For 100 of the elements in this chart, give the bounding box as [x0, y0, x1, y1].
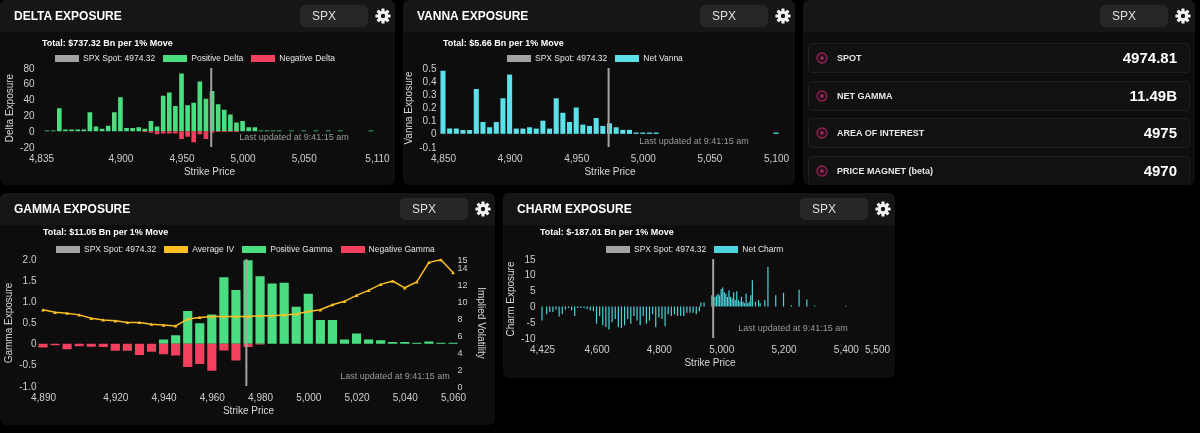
- x-tick-label: 4,920: [103, 391, 129, 403]
- text: 4975: [1143, 124, 1177, 141]
- x-tick-label: 5,020: [344, 391, 370, 403]
- text: 4974.81: [1122, 49, 1177, 66]
- x-tick-label: 4,600: [584, 343, 610, 355]
- annotation: Last updated at 9:41:15 am: [738, 322, 848, 334]
- point: [101, 318, 106, 322]
- x-tick-label: 5,000: [296, 391, 322, 403]
- point: [185, 317, 190, 321]
- bar: [327, 319, 337, 344]
- bar: [86, 343, 96, 347]
- point: [65, 311, 69, 315]
- chart-subtitle: Total: $737.32 Bn per 1% Move: [42, 37, 173, 49]
- bar: [586, 125, 593, 134]
- y-tick-label: 5: [529, 285, 536, 297]
- bar: [351, 333, 362, 344]
- y-tick-label: 0.5: [422, 62, 437, 74]
- legend-label: Positive Delta: [191, 53, 244, 63]
- point: [378, 282, 383, 287]
- x-tick-label: 5,500: [864, 343, 891, 355]
- x-tick-label: 5,050: [291, 152, 318, 164]
- y-tick-label: 60: [23, 78, 35, 90]
- point: [197, 315, 202, 320]
- y-tick-label: 0.3: [422, 88, 437, 100]
- y-tick-label: -5: [526, 316, 536, 328]
- chart-subtitle: Total: $11.05 Bn per 1% Move: [43, 226, 169, 238]
- bar: [195, 323, 205, 344]
- y-axis-title: Charm Exposure: [505, 261, 517, 337]
- point: [53, 310, 57, 314]
- x-tick-label: 4,900: [108, 152, 134, 164]
- bar: [159, 339, 169, 344]
- y-tick-label: -20: [20, 141, 35, 153]
- y2-axis-title: Implied Volatility: [475, 287, 487, 359]
- y-tick-label: 15: [524, 253, 536, 265]
- x-tick-label: 5,110: [365, 152, 391, 164]
- x-tick-label: 4,425: [529, 343, 556, 355]
- bar: [159, 343, 169, 355]
- y-tick-label: 0.1: [422, 115, 437, 127]
- y-tick-label: 80: [23, 62, 35, 74]
- y2-tick-label: 14: [457, 262, 468, 273]
- x-tick-label: 5,200: [771, 343, 797, 355]
- bar: [219, 277, 229, 344]
- bar: [424, 341, 434, 344]
- legend-label: Positive Gamma: [270, 244, 333, 254]
- x-tick-label: 5,400: [833, 343, 860, 355]
- y-tick-label: 1.5: [22, 274, 37, 286]
- point: [306, 309, 311, 314]
- x-tick-label: 4,835: [28, 152, 55, 164]
- x-tick-label: 4,800: [646, 343, 673, 355]
- point: [209, 314, 214, 319]
- point: [342, 299, 347, 303]
- y-axis-title: Gamma Exposure: [3, 282, 15, 364]
- dropdown-field: SPX: [1100, 5, 1168, 27]
- y-tick-label: 0.2: [422, 102, 437, 113]
- bar: [183, 343, 193, 367]
- x-tick-label: 4,940: [151, 391, 178, 403]
- y-tick-label: 0: [28, 125, 35, 137]
- y-tick-label: -0.5: [19, 359, 37, 371]
- x-tick-label: 5,040: [392, 391, 419, 403]
- x-axis-title: Strike Price: [183, 165, 236, 177]
- legend-label: Average IV: [192, 244, 235, 254]
- bar: [315, 319, 325, 344]
- bar: [146, 343, 157, 352]
- category-label: AREA OF INTEREST: [837, 128, 925, 139]
- bar: [122, 343, 132, 351]
- dropdown-field: SPX: [800, 198, 868, 220]
- bar: [110, 343, 120, 351]
- point: [125, 320, 130, 325]
- bar: [93, 126, 99, 132]
- x-axis-title: Strike Price: [684, 356, 736, 368]
- bar: [171, 335, 181, 344]
- bar: [267, 283, 277, 344]
- bar: [567, 121, 573, 134]
- point: [161, 323, 166, 327]
- x-tick-label: 4,980: [248, 391, 274, 403]
- y-tick-label: 20: [23, 109, 35, 121]
- legend-label: SPX Spot: 4974.32: [535, 53, 608, 63]
- point: [390, 279, 395, 283]
- dropdown-field: SPX: [400, 198, 468, 220]
- legend-label: Negative Gamma: [368, 244, 435, 254]
- legend-label: Net Charm: [742, 244, 784, 254]
- y2-tick-label: 12: [457, 279, 468, 290]
- x-tick-label: 5,000: [709, 343, 735, 355]
- bar: [255, 276, 265, 344]
- y-tick-label: -0.1: [419, 141, 437, 153]
- bar: [303, 293, 313, 344]
- bar: [171, 343, 181, 356]
- x-tick-label: 4,900: [497, 152, 524, 164]
- category-label: SPOT: [837, 53, 862, 64]
- x-tick-label: 5,000: [630, 152, 657, 164]
- x-tick-label: 4,960: [199, 391, 226, 403]
- y-tick-label: 0: [30, 338, 37, 350]
- y2-tick-label: 8: [457, 313, 463, 324]
- text: 11.49B: [1129, 87, 1177, 104]
- x-tick-label: 5,000: [230, 152, 257, 164]
- x-axis-title: Strike Price: [222, 404, 275, 416]
- x-tick-label: 4,890: [30, 391, 57, 403]
- y2-tick-label: 2: [457, 364, 463, 375]
- bar: [279, 282, 289, 344]
- bar: [62, 343, 72, 350]
